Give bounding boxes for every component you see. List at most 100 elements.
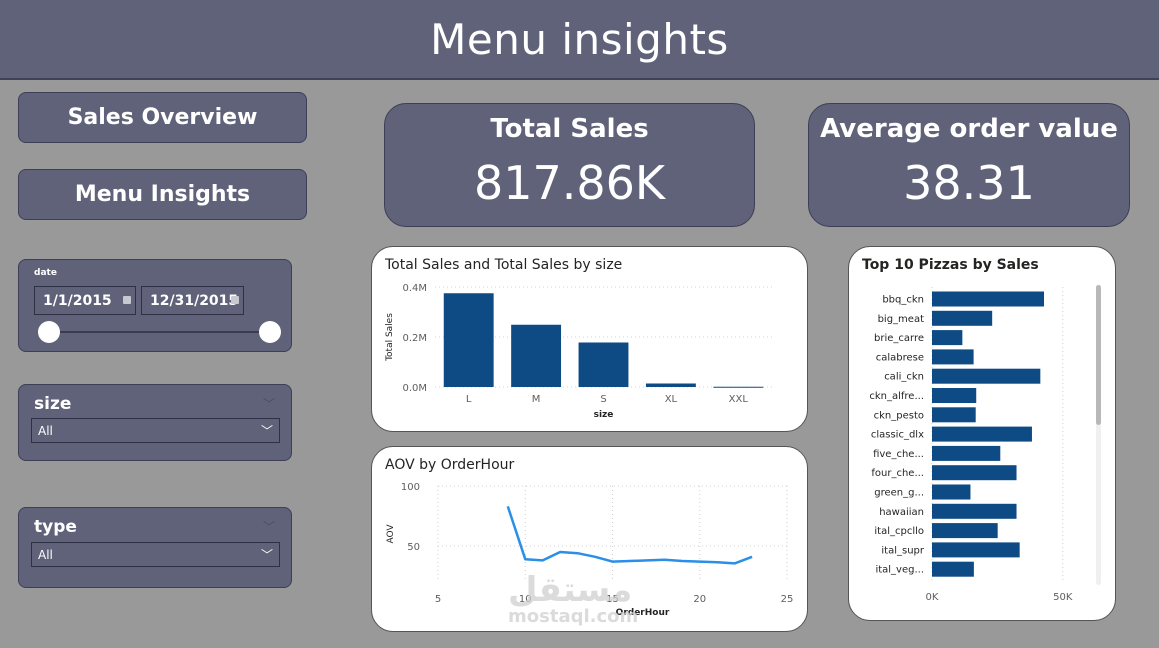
top-pizzas-panel: Top 10 Pizzas by Sales 0K 50K bbq_ckn big_m…	[848, 246, 1116, 621]
category-label: five_che...	[873, 449, 924, 460]
y-tick-label: 50	[407, 542, 420, 553]
category-label: ital_supr	[881, 545, 925, 556]
bar-pizza	[932, 310, 993, 326]
category-label: ital_cpcllo	[874, 526, 924, 537]
aov-line-series	[506, 506, 753, 565]
x-axis-label: OrderHour	[616, 608, 670, 618]
x-tick-label: M	[532, 394, 541, 405]
bar-xxl	[713, 386, 764, 388]
x-tick-label: L	[466, 394, 472, 405]
total-sales-label: Total Sales	[490, 114, 649, 144]
x-tick-label: 10	[519, 594, 532, 605]
date-slicer: date 1/1/2015 12/31/2015	[18, 259, 292, 352]
y-tick-label: 0.4M	[402, 283, 427, 294]
sales-by-size-title: Total Sales and Total Sales by size	[385, 257, 623, 273]
sales-overview-button[interactable]: Sales Overview	[18, 92, 307, 143]
bar-m	[511, 324, 562, 387]
bar-pizza	[932, 465, 1017, 481]
x-tick-label: XXL	[729, 394, 749, 405]
date-range-end-handle[interactable]	[259, 321, 281, 343]
size-slicer: size ﹀ All ﹀	[18, 384, 292, 461]
start-date-input[interactable]: 1/1/2015	[34, 286, 136, 315]
aov-value: 38.31	[903, 156, 1035, 210]
bar-s	[578, 342, 629, 387]
x-tick-label: S	[600, 394, 606, 405]
aov-by-hour-panel: AOV by OrderHour 50 100 5 10 15 20 25 OrderHour…	[371, 446, 808, 632]
category-label: green_g...	[874, 488, 924, 499]
chevron-down-icon[interactable]: ﹀	[262, 397, 275, 411]
bar-pizza	[932, 291, 1044, 307]
category-label: big_meat	[878, 314, 924, 325]
size-selected-value: All	[38, 424, 53, 438]
top-pizzas-chart: 0K 50K bbq_ckn big_meat brie_carre calabrese c…	[869, 285, 1101, 603]
y-axis-label: Total Sales	[385, 313, 395, 362]
bar-pizza	[932, 561, 974, 577]
aov-by-hour-chart: 50 100 5 10 15 20 25 OrderHour AOV	[386, 482, 794, 618]
page-header: Menu insights	[0, 0, 1159, 80]
date-slicer-label: date	[34, 268, 57, 278]
category-label: ckn_alfre...	[869, 391, 924, 402]
bar-pizza	[932, 542, 1020, 558]
category-label: brie_carre	[874, 333, 924, 344]
aov-by-hour-title: AOV by OrderHour	[385, 457, 515, 473]
date-range-start-handle[interactable]	[38, 321, 60, 343]
aov-label: Average order value	[820, 114, 1118, 144]
scrollbar-thumb[interactable]	[1096, 285, 1101, 425]
chevron-down-icon[interactable]: ﹀	[260, 424, 273, 438]
chevron-down-icon[interactable]: ﹀	[262, 520, 275, 534]
sales-by-size-panel: Total Sales and Total Sales by size 0.0M…	[371, 246, 808, 432]
chevron-down-icon[interactable]: ﹀	[260, 548, 273, 562]
bar-xl	[645, 383, 696, 387]
top-pizzas-title: Top 10 Pizzas by Sales	[862, 257, 1039, 273]
category-label: four_che...	[871, 468, 924, 479]
y-tick-label: 100	[401, 482, 420, 493]
start-date-value: 1/1/2015	[43, 293, 112, 309]
type-slicer: type ﹀ All ﹀	[18, 507, 292, 588]
size-dropdown[interactable]: All ﹀	[31, 418, 280, 443]
category-label: classic_dlx	[871, 430, 924, 441]
bar-pizza	[932, 484, 971, 500]
category-label: cali_ckn	[884, 372, 924, 383]
page-title: Menu insights	[430, 14, 729, 64]
calendar-icon[interactable]	[123, 296, 131, 304]
category-label: ckn_pesto	[874, 410, 924, 421]
type-slicer-label: type	[34, 517, 77, 537]
y-tick-label: 0.2M	[402, 333, 427, 344]
bar-pizza	[932, 330, 963, 346]
calendar-icon[interactable]	[231, 296, 239, 304]
sales-by-size-chart: 0.0M 0.2M 0.4M L M S XL XXL size Total Sales	[385, 283, 772, 420]
bar-pizza	[932, 407, 976, 423]
bar-pizza	[932, 523, 998, 539]
category-label: bbq_ckn	[882, 295, 924, 306]
bar-l	[443, 293, 494, 387]
x-axis-label: size	[594, 410, 614, 420]
x-tick-label: XL	[665, 394, 678, 405]
x-tick-label: 50K	[1053, 592, 1073, 603]
type-selected-value: All	[38, 548, 53, 562]
bar-pizza	[932, 388, 977, 403]
size-slicer-label: size	[34, 394, 72, 414]
x-tick-label: 20	[693, 594, 706, 605]
bar-pizza	[932, 503, 1017, 519]
category-label: calabrese	[876, 352, 924, 363]
y-tick-label: 0.0M	[402, 383, 427, 394]
x-tick-label: 5	[435, 594, 441, 605]
type-dropdown[interactable]: All ﹀	[31, 542, 280, 567]
category-label: hawaiian	[879, 507, 924, 518]
end-date-value: 12/31/2015	[150, 293, 239, 309]
aov-card: Average order value 38.31	[808, 103, 1130, 227]
category-label: ital_veg...	[875, 565, 924, 576]
x-tick-label: 0K	[926, 592, 939, 603]
bar-pizza	[932, 426, 1032, 442]
bar-pizza	[932, 349, 974, 365]
bar-pizza	[932, 368, 1041, 384]
end-date-input[interactable]: 12/31/2015	[141, 286, 244, 315]
date-range-track	[49, 331, 269, 333]
total-sales-value: 817.86K	[473, 156, 666, 210]
y-axis-label: AOV	[386, 524, 396, 544]
bar-pizza	[932, 445, 1001, 461]
x-tick-label: 15	[606, 594, 619, 605]
menu-insights-button[interactable]: Menu Insights	[18, 169, 307, 220]
total-sales-card: Total Sales 817.86K	[384, 103, 755, 227]
x-tick-label: 25	[781, 594, 794, 605]
